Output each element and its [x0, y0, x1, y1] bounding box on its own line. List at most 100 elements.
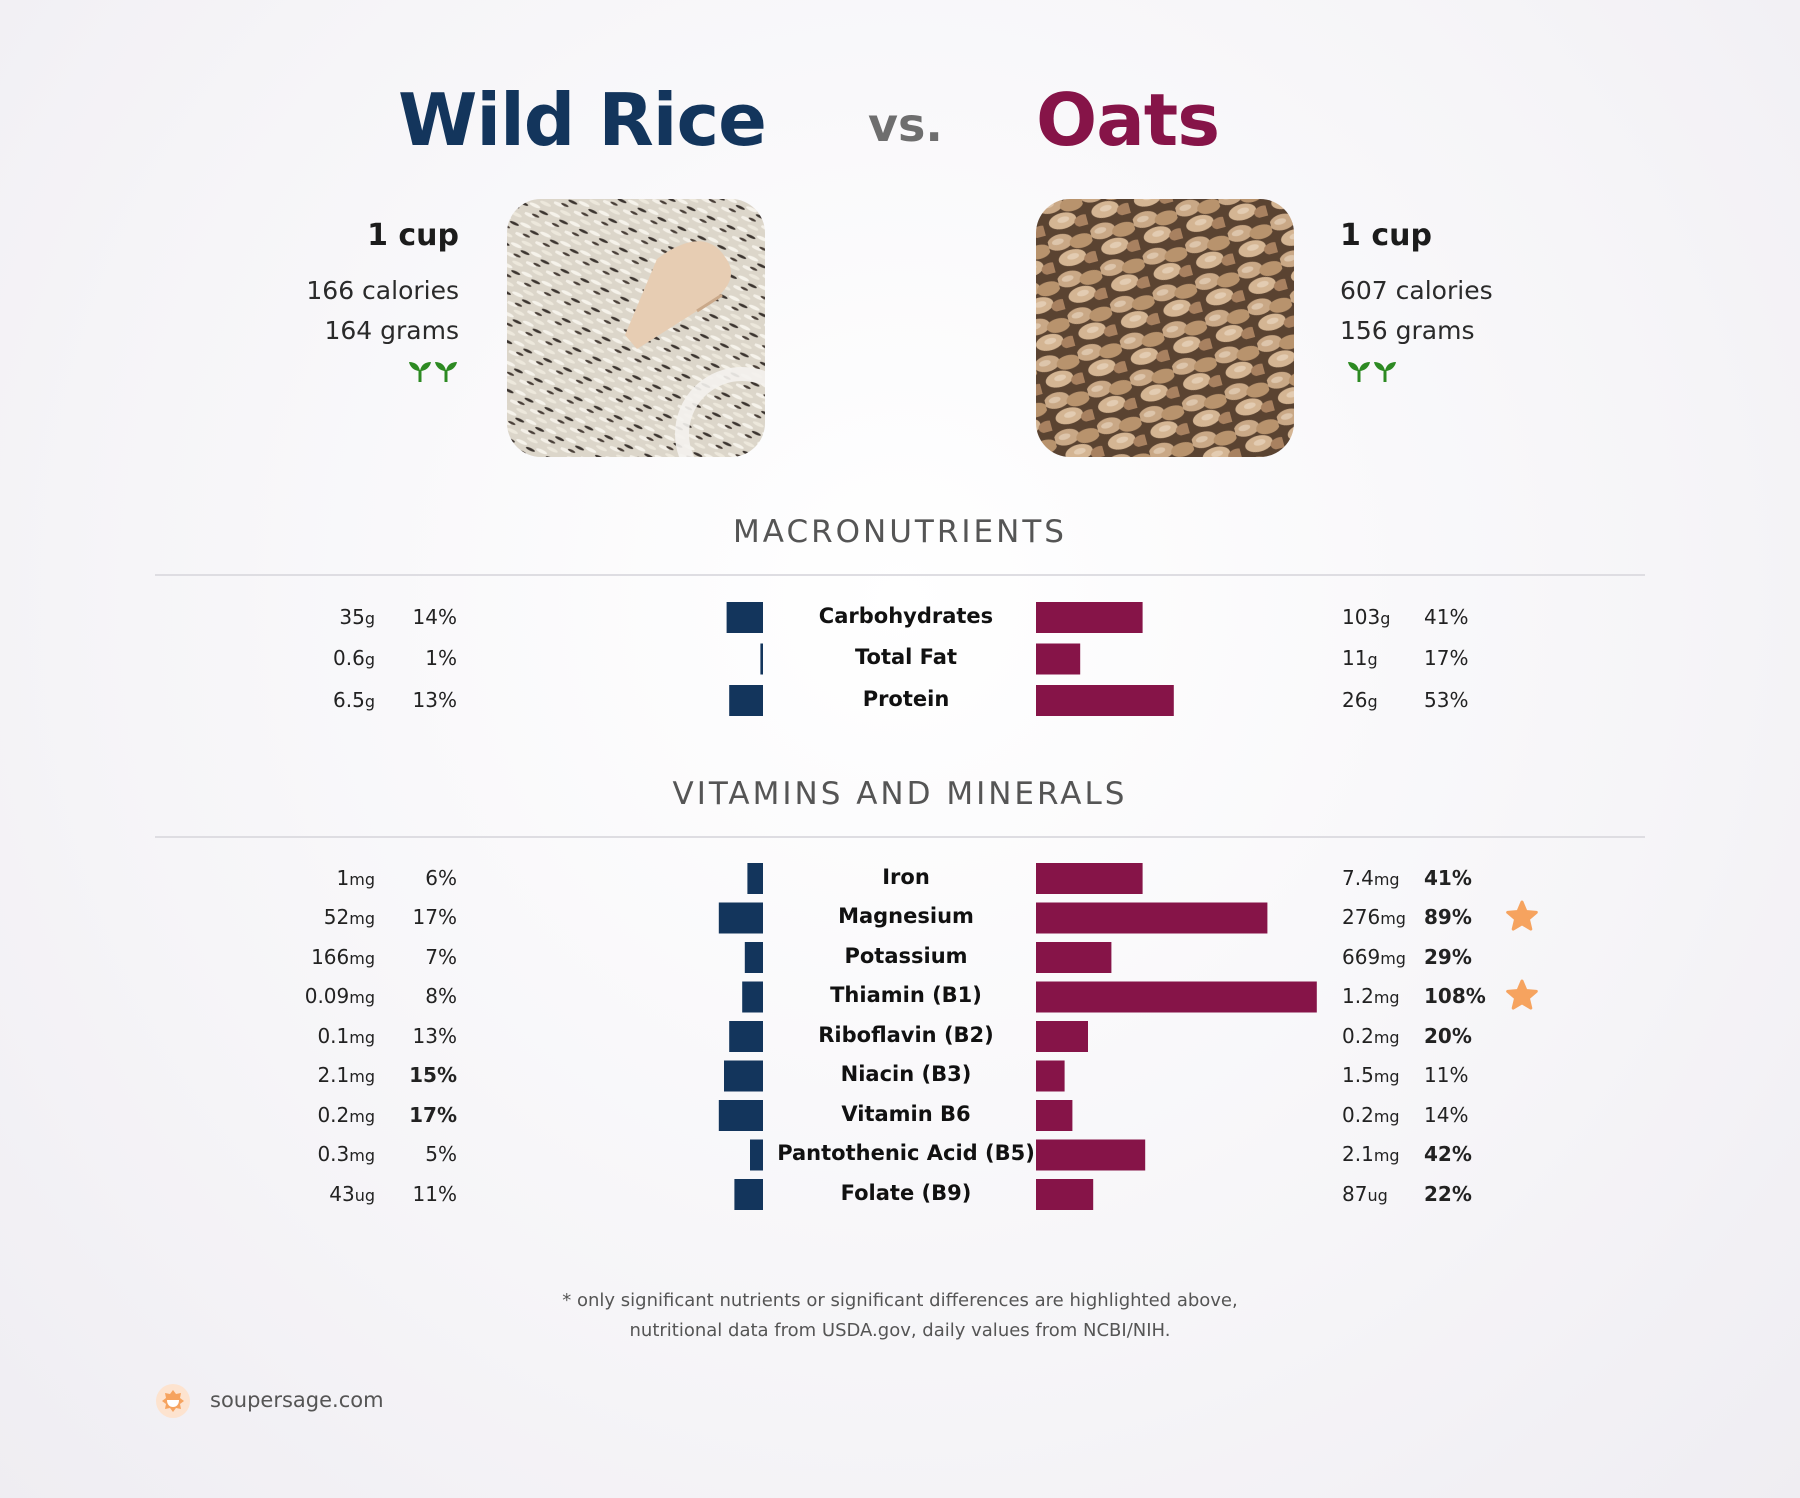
- nutrient-label: Vitamin B6: [841, 1101, 971, 1126]
- vitamins-heading: VITAMINS AND MINERALS: [672, 776, 1128, 812]
- left-bar: [726, 602, 763, 633]
- left-bar: [744, 942, 763, 973]
- macronutrients-heading: MACRONUTRIENTS: [733, 514, 1067, 550]
- left-amount: 43ug: [329, 1181, 375, 1206]
- right-amount: 26g: [1342, 687, 1378, 712]
- footnote-line-1: * only significant nutrients or signific…: [562, 1290, 1238, 1311]
- right-percent: 14%: [1424, 1102, 1469, 1127]
- right-percent: 41%: [1424, 604, 1469, 629]
- nutrient-label: Pantothenic Acid (B5): [777, 1141, 1035, 1165]
- right-percent: 11%: [1424, 1063, 1469, 1087]
- left-bar: [718, 902, 763, 934]
- left-amount: 0.09mg: [304, 984, 375, 1008]
- nutrient-label: Thiamin (B1): [830, 983, 982, 1007]
- right-amount: 103g: [1342, 604, 1391, 629]
- right-grams: 156 grams: [1340, 316, 1475, 345]
- right-calories: 607 calories: [1340, 276, 1493, 305]
- nutrient-label: Total Fat: [854, 645, 957, 669]
- left-grams: 164 grams: [324, 316, 459, 345]
- nutrient-label: Magnesium: [838, 904, 974, 928]
- right-percent: 22%: [1424, 1181, 1472, 1206]
- left-percent: 1%: [425, 646, 457, 670]
- soupersage-logo-icon: [155, 1383, 191, 1424]
- star-icon: [1506, 979, 1538, 1010]
- left-amount: 0.1mg: [317, 1023, 375, 1048]
- left-percent: 11%: [412, 1181, 457, 1206]
- left-percent: 13%: [412, 1023, 457, 1048]
- left-bar: [747, 863, 763, 894]
- sprout-icon: [1347, 360, 1399, 389]
- right-percent: 108%: [1424, 984, 1486, 1008]
- right-percent: 17%: [1424, 646, 1469, 670]
- right-bar: [1036, 902, 1268, 934]
- left-percent: 17%: [412, 905, 457, 929]
- right-bar: [1036, 863, 1143, 894]
- right-bar: [1036, 1100, 1073, 1131]
- right-bar: [1036, 1060, 1065, 1092]
- right-amount: 669mg: [1342, 944, 1406, 969]
- left-amount: 166mg: [311, 944, 375, 969]
- right-bar: [1036, 685, 1174, 716]
- right-bar: [1036, 1021, 1088, 1052]
- section-divider: [155, 836, 1645, 838]
- nutrient-label: Protein: [862, 686, 950, 711]
- oats-image: [1036, 199, 1294, 457]
- vs-label: vs.: [868, 98, 943, 152]
- left-amount: 35g: [339, 604, 375, 629]
- right-percent: 29%: [1424, 944, 1472, 969]
- right-amount: 1.2mg: [1342, 984, 1400, 1008]
- section-divider: [155, 574, 1645, 576]
- left-bar: [750, 1139, 763, 1171]
- left-serving: 1 cup: [367, 218, 459, 253]
- right-percent: 20%: [1424, 1023, 1472, 1048]
- right-percent: 41%: [1424, 865, 1472, 890]
- left-percent: 15%: [409, 1063, 457, 1087]
- nutrient-label: Iron: [882, 864, 930, 889]
- left-bar: [742, 981, 763, 1013]
- left-percent: 13%: [412, 687, 457, 712]
- left-bar: [760, 643, 763, 675]
- right-bar: [1036, 981, 1317, 1013]
- footnote-line-2: nutritional data from USDA.gov, daily va…: [629, 1320, 1171, 1341]
- nutrient-label: Niacin (B3): [840, 1062, 972, 1086]
- left-calories: 166 calories: [306, 276, 459, 305]
- left-percent: 17%: [409, 1102, 457, 1127]
- left-amount: 1mg: [336, 865, 375, 890]
- right-amount: 11g: [1342, 646, 1378, 670]
- right-amount: 276mg: [1342, 905, 1406, 929]
- left-bar: [729, 685, 763, 716]
- right-amount: 2.1mg: [1342, 1142, 1400, 1166]
- right-bar: [1036, 942, 1112, 973]
- right-bar: [1036, 643, 1081, 675]
- left-percent: 6%: [425, 865, 457, 890]
- nutrient-label: Carbohydrates: [818, 603, 994, 628]
- brand-link[interactable]: soupersage.com: [210, 1388, 384, 1412]
- left-food-title: Wild Rice: [397, 78, 767, 162]
- right-amount: 0.2mg: [1342, 1023, 1400, 1048]
- footnote: * only significant nutrients or signific…: [0, 1286, 1800, 1346]
- right-bar: [1036, 1139, 1146, 1171]
- nutrient-label: Folate (B9): [840, 1180, 972, 1205]
- right-percent: 42%: [1424, 1142, 1472, 1166]
- nutrient-label: Potassium: [844, 943, 968, 968]
- right-bar: [1036, 1179, 1094, 1210]
- left-percent: 14%: [412, 604, 457, 629]
- star-icon: [1506, 900, 1538, 931]
- wild-rice-image: [507, 199, 765, 457]
- left-bar: [729, 1021, 763, 1052]
- left-amount: 0.6g: [333, 646, 375, 670]
- left-amount: 0.2mg: [317, 1102, 375, 1127]
- left-percent: 8%: [425, 984, 457, 1008]
- left-amount: 2.1mg: [317, 1063, 375, 1087]
- left-percent: 7%: [425, 944, 457, 969]
- right-bar: [1036, 602, 1143, 633]
- right-percent: 53%: [1424, 687, 1469, 712]
- right-amount: 1.5mg: [1342, 1063, 1400, 1087]
- left-amount: 52mg: [323, 905, 375, 929]
- left-amount: 0.3mg: [317, 1142, 375, 1166]
- right-amount: 87ug: [1342, 1181, 1388, 1206]
- right-food-title: Oats: [1036, 78, 1220, 162]
- sprout-icon: [408, 360, 460, 389]
- left-percent: 5%: [425, 1142, 457, 1166]
